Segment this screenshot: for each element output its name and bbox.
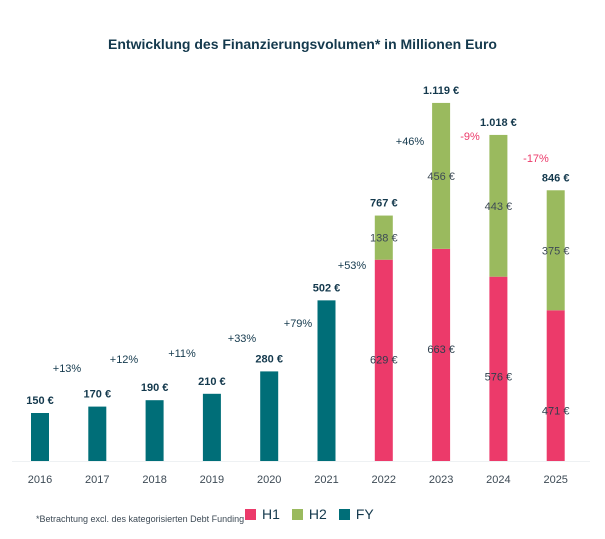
x-tick-label-2023: 2023 xyxy=(429,474,453,486)
total-label-2021: 502 € xyxy=(313,282,341,294)
growth-label-2017: +13% xyxy=(53,363,82,375)
segment-label-h2-2025: 375 € xyxy=(542,245,570,257)
growth-label-2025: -17% xyxy=(523,153,549,165)
legend-item-h2: H2 xyxy=(291,506,327,522)
bar-h2-2022 xyxy=(374,215,393,260)
bar-fy-2017 xyxy=(88,406,107,461)
bar-h2-2023 xyxy=(432,102,451,249)
growth-label-2021: +79% xyxy=(284,318,313,330)
total-label-2019: 210 € xyxy=(198,376,226,388)
total-label-2024: 1.018 € xyxy=(480,117,517,129)
chart-title: Entwicklung des Finanzierungsvolumen* in… xyxy=(108,36,497,52)
bar-h1-2023 xyxy=(432,248,451,461)
footnote: *Betrachtung excl. des kategorisierten D… xyxy=(36,514,245,524)
total-label-2020: 280 € xyxy=(255,353,283,365)
bar-h1-2024 xyxy=(489,276,508,461)
x-tick-label-2024: 2024 xyxy=(486,474,510,486)
total-label-2022: 767 € xyxy=(370,198,398,210)
total-label-2025: 846 € xyxy=(542,172,570,184)
x-tick-label-2025: 2025 xyxy=(543,474,567,486)
growth-label-2024: -9% xyxy=(460,131,480,143)
bar-h2-2025 xyxy=(546,190,565,311)
bar-fy-2018 xyxy=(145,400,164,461)
segment-label-h2-2023: 456 € xyxy=(427,171,455,183)
segment-label-h2-2024: 443 € xyxy=(485,201,513,213)
bar-fy-2021 xyxy=(317,300,336,461)
x-tick-label-2020: 2020 xyxy=(257,474,281,486)
growth-label-2022: +53% xyxy=(338,260,367,272)
growth-label-2018: +12% xyxy=(110,354,139,366)
total-label-2023: 1.119 € xyxy=(423,85,459,97)
segment-label-h1-2025: 471 € xyxy=(542,405,570,417)
legend-swatch-h2 xyxy=(291,508,303,520)
legend-label-fy: FY xyxy=(355,506,374,522)
bar-h2-2024 xyxy=(489,134,508,277)
x-tick-label-2021: 2021 xyxy=(314,474,338,486)
x-tick-label-2018: 2018 xyxy=(142,474,166,486)
legend-item-h1: H1 xyxy=(245,506,280,522)
bar-fy-2020 xyxy=(260,371,279,461)
segment-label-h2-2022: 138 € xyxy=(370,233,398,245)
legend-label-h2: H2 xyxy=(308,506,327,522)
segment-label-h1-2022: 629 € xyxy=(370,355,398,367)
growth-label-2019: +11% xyxy=(168,348,196,360)
legend-swatch-fy xyxy=(338,508,350,520)
bar-fy-2016 xyxy=(31,413,49,461)
total-label-2016: 150 € xyxy=(26,395,54,407)
x-tick-label-2017: 2017 xyxy=(85,474,109,486)
legend-swatch-h1 xyxy=(245,508,256,520)
total-label-2018: 190 € xyxy=(141,382,169,394)
legend: H1 H2 FY xyxy=(245,506,386,522)
total-label-2017: 170 € xyxy=(84,389,112,401)
bar-fy-2019 xyxy=(202,393,221,461)
growth-label-2020: +33% xyxy=(228,333,257,345)
x-tick-label-2019: 2019 xyxy=(200,474,224,486)
legend-label-h1: H1 xyxy=(262,506,280,522)
segment-label-h1-2023: 663 € xyxy=(427,344,455,356)
segment-label-h1-2024: 576 € xyxy=(485,372,513,384)
growth-label-2023: +46% xyxy=(396,136,425,148)
x-tick-label-2016: 2016 xyxy=(28,474,52,486)
bar-h1-2025 xyxy=(546,310,565,461)
bar-h1-2022 xyxy=(374,259,393,461)
legend-item-fy: FY xyxy=(338,506,374,522)
x-tick-label-2022: 2022 xyxy=(372,474,396,486)
